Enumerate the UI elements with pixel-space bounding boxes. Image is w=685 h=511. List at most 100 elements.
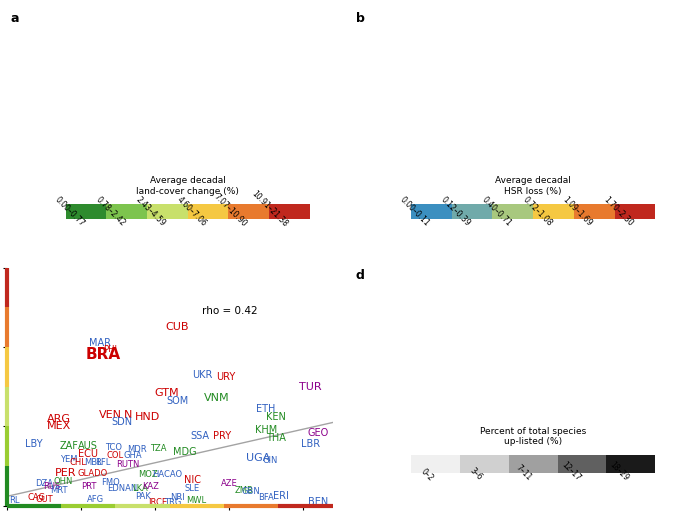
Text: 0.72–1.08: 0.72–1.08 xyxy=(521,196,553,228)
Bar xyxy=(106,203,147,219)
Text: UGA: UGA xyxy=(247,453,271,463)
Text: SOM: SOM xyxy=(166,396,188,406)
Bar xyxy=(411,203,451,219)
Text: TCO: TCO xyxy=(105,444,122,452)
Text: OHN: OHN xyxy=(53,477,73,486)
Bar xyxy=(451,203,493,219)
Bar xyxy=(558,455,606,473)
Text: SLE: SLE xyxy=(184,484,199,493)
Text: FMO: FMO xyxy=(101,478,120,487)
Text: GIN: GIN xyxy=(263,456,278,465)
Text: AZE: AZE xyxy=(221,479,238,488)
Text: CAG: CAG xyxy=(27,494,45,502)
Bar xyxy=(188,203,228,219)
Bar xyxy=(228,203,269,219)
Text: MAR: MAR xyxy=(89,338,111,348)
Bar xyxy=(66,203,106,219)
Text: RUS: RUS xyxy=(42,481,60,491)
Text: 2.43–4.59: 2.43–4.59 xyxy=(134,195,167,228)
Text: ZAF: ZAF xyxy=(60,442,79,451)
Text: TRG: TRG xyxy=(164,498,182,507)
Text: ECU: ECU xyxy=(78,449,99,459)
Text: RL: RL xyxy=(9,496,19,505)
Text: YEM: YEM xyxy=(60,455,78,464)
Text: 1.70–2.30: 1.70–2.30 xyxy=(602,195,635,228)
Text: RUTN: RUTN xyxy=(116,460,140,469)
Text: PHI: PHI xyxy=(103,345,118,354)
Text: KEN: KEN xyxy=(266,412,286,422)
Text: rho = 0.42: rho = 0.42 xyxy=(202,306,258,316)
Text: MOZ: MOZ xyxy=(138,470,158,479)
Text: 7–11: 7–11 xyxy=(514,463,533,482)
Bar xyxy=(606,455,656,473)
Text: KAZ: KAZ xyxy=(142,482,159,491)
Text: GHA: GHA xyxy=(123,451,142,460)
Text: MDR: MDR xyxy=(127,445,147,454)
Text: 0.40–0.71: 0.40–0.71 xyxy=(479,195,513,228)
Text: Percent of total species
up-listed (%): Percent of total species up-listed (%) xyxy=(480,427,586,446)
Bar xyxy=(147,203,188,219)
Text: d: d xyxy=(356,269,364,283)
Text: HACAO: HACAO xyxy=(152,470,182,479)
Text: MEX: MEX xyxy=(47,422,71,431)
Text: AUS: AUS xyxy=(78,440,98,451)
Bar xyxy=(509,455,558,473)
Text: EDNAN: EDNAN xyxy=(108,484,138,493)
Text: TUR: TUR xyxy=(299,382,322,392)
Text: 4.60–7.06: 4.60–7.06 xyxy=(175,195,208,228)
Text: PRT: PRT xyxy=(81,481,96,491)
Text: RFL: RFL xyxy=(95,458,111,467)
Text: 3–6: 3–6 xyxy=(469,467,484,482)
Bar xyxy=(574,203,614,219)
Text: TZA: TZA xyxy=(150,444,166,453)
Text: COL: COL xyxy=(106,451,123,460)
Text: VNM: VNM xyxy=(204,393,230,403)
Text: GUT: GUT xyxy=(35,495,53,504)
Text: URY: URY xyxy=(216,372,236,382)
Text: DZA: DZA xyxy=(35,479,53,488)
Text: MRT: MRT xyxy=(50,486,67,495)
Text: ETH: ETH xyxy=(256,404,276,414)
Bar xyxy=(493,203,533,219)
Text: MWL: MWL xyxy=(186,496,206,505)
Text: CUB: CUB xyxy=(166,322,189,332)
Text: a: a xyxy=(10,12,18,25)
Bar xyxy=(614,203,656,219)
Text: Average decadal
land-cover change (%): Average decadal land-cover change (%) xyxy=(136,176,239,196)
Text: IRCE: IRCE xyxy=(149,498,168,507)
Text: 0–2: 0–2 xyxy=(419,467,436,482)
Text: 12–17: 12–17 xyxy=(560,460,582,482)
Text: ERI: ERI xyxy=(273,492,289,501)
Text: 7.07–10.90: 7.07–10.90 xyxy=(212,192,249,228)
Text: HND: HND xyxy=(135,412,160,422)
Text: THA: THA xyxy=(266,433,286,444)
Text: 0.00–0.77: 0.00–0.77 xyxy=(53,195,86,228)
Text: LKA: LKA xyxy=(132,484,148,493)
Text: 1.09–1.69: 1.09–1.69 xyxy=(561,195,594,228)
Text: 0.00–0.11: 0.00–0.11 xyxy=(399,195,432,228)
Text: PER: PER xyxy=(55,468,77,477)
Text: SDN: SDN xyxy=(112,417,133,428)
Text: NRI: NRI xyxy=(170,494,184,502)
Text: VEN: VEN xyxy=(99,409,122,420)
Text: 18–29: 18–29 xyxy=(608,460,631,482)
Text: 10.91–21.38: 10.91–21.38 xyxy=(250,189,290,228)
Text: UKR: UKR xyxy=(192,370,212,380)
Text: NIC: NIC xyxy=(184,475,201,485)
Text: PRY: PRY xyxy=(212,431,231,441)
Text: N: N xyxy=(124,409,132,420)
Text: CHL: CHL xyxy=(69,458,86,467)
Text: BRA: BRA xyxy=(86,347,121,362)
Text: LBY: LBY xyxy=(25,439,42,449)
Text: GLADO: GLADO xyxy=(77,469,108,478)
Text: GTM: GTM xyxy=(155,388,179,398)
Text: BFA: BFA xyxy=(258,494,274,502)
Text: GEO: GEO xyxy=(308,428,329,438)
Text: PAK: PAK xyxy=(135,492,151,501)
Bar xyxy=(411,455,460,473)
Text: Average decadal
HSR loss (%): Average decadal HSR loss (%) xyxy=(495,176,571,196)
Bar xyxy=(460,455,509,473)
Text: BEN: BEN xyxy=(308,497,328,507)
Bar xyxy=(269,203,310,219)
Text: SSA: SSA xyxy=(190,431,209,441)
